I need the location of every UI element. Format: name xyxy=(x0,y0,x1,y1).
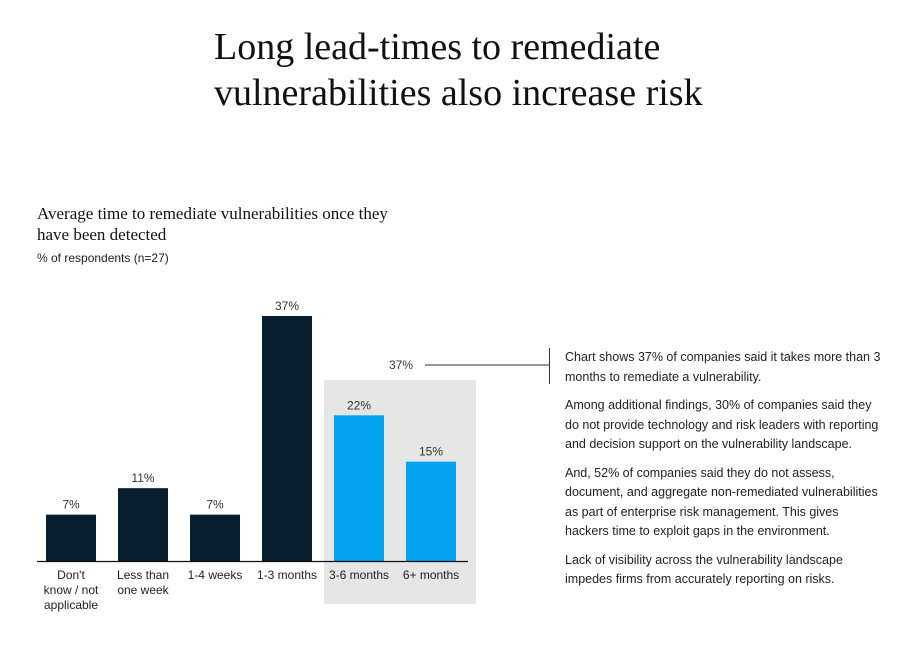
category-label: Less than xyxy=(117,568,169,582)
bar-value-label: 7% xyxy=(62,498,80,512)
category-label: applicable xyxy=(44,598,98,612)
category-label: Don't xyxy=(57,568,85,582)
bar xyxy=(262,316,312,561)
category-label: know / not xyxy=(44,583,99,597)
bar-value-label: 7% xyxy=(206,498,224,512)
headline: Long lead-times to remediate vulnerabili… xyxy=(214,26,703,114)
category-label: 1-4 weeks xyxy=(188,568,243,582)
note-paragraph: Chart shows 37% of companies said it tak… xyxy=(565,350,881,384)
note-paragraph: Lack of visibility across the vulnerabil… xyxy=(565,552,843,587)
bar xyxy=(334,415,384,561)
bar xyxy=(46,514,96,561)
bar xyxy=(190,514,240,561)
bar xyxy=(118,488,168,561)
category-label: 1-3 months xyxy=(257,568,317,582)
note-paragraph: Among additional findings, 30% of compan… xyxy=(565,398,879,451)
note-paragraph: And, 52% of companies said they do not a… xyxy=(565,465,878,539)
bar-value-label: 37% xyxy=(275,299,299,313)
bar-value-label: 22% xyxy=(347,398,371,412)
bar xyxy=(406,461,456,561)
bar-value-label: 15% xyxy=(419,445,443,459)
notes-panel: Chart shows 37% of companies said it tak… xyxy=(565,348,885,599)
chart-subtitle: % of respondents (n=27) xyxy=(37,251,169,265)
category-label: one week xyxy=(117,583,169,597)
highlight-total-label: 37% xyxy=(389,358,413,372)
category-label: 3-6 months xyxy=(329,568,389,582)
category-label: 6+ months xyxy=(403,568,459,582)
chart-title: Average time to remediate vulnerabilitie… xyxy=(37,204,388,244)
bar-value-label: 11% xyxy=(131,471,154,485)
